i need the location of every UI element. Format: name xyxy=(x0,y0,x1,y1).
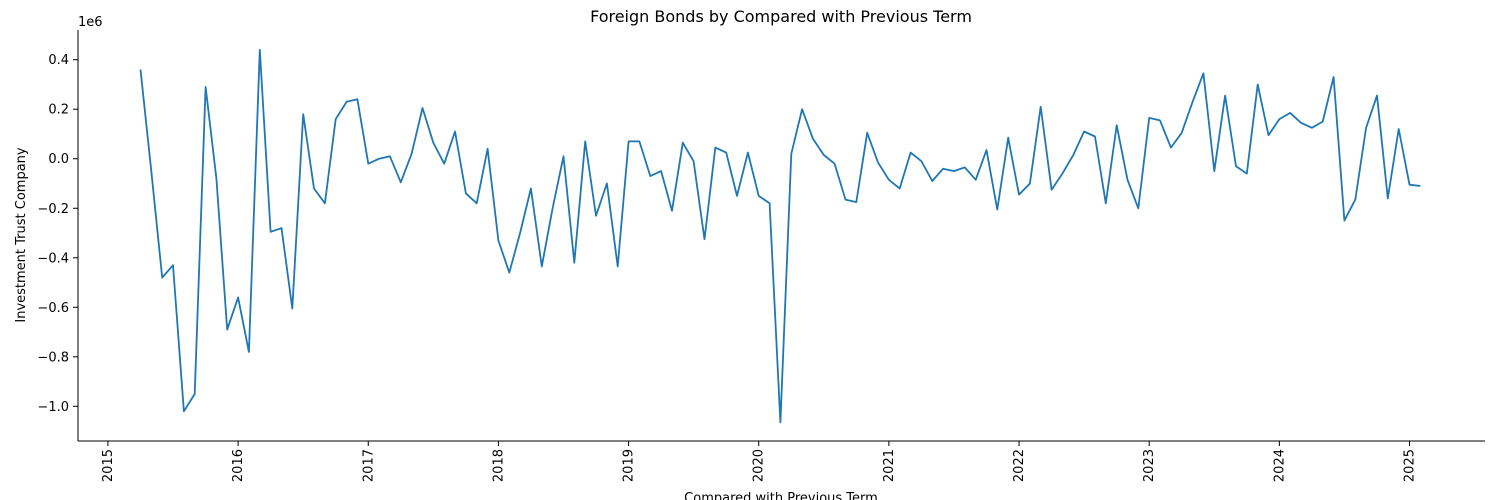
x-tick-label: 2016 xyxy=(231,449,246,482)
y-tick-label: −0.4 xyxy=(37,251,69,266)
x-tick-label: 2024 xyxy=(1272,449,1287,482)
y-tick-label: −0.6 xyxy=(37,301,69,316)
y-tick-label: 0.4 xyxy=(48,53,69,68)
y-axis-title: Investment Trust Company xyxy=(14,147,29,323)
series-line xyxy=(139,48,1421,424)
y-axis-offset-label: 1e6 xyxy=(78,15,103,30)
x-tick-label: 2017 xyxy=(361,449,376,482)
x-tick-label: 2025 xyxy=(1403,449,1418,482)
x-axis-ticks: 2015 2016 2017 2018 2019 2020 2021 2022 2023 2024… xyxy=(101,441,1418,482)
x-tick-label: 2015 xyxy=(101,449,116,482)
chart-title: Foreign Bonds by Compared with Previous … xyxy=(590,7,972,26)
x-tick-label: 2023 xyxy=(1142,449,1157,482)
y-tick-label: 0.0 xyxy=(48,152,69,167)
x-tick-label: 2021 xyxy=(882,449,897,482)
x-tick-label: 2022 xyxy=(1012,449,1027,482)
y-tick-label: −1.0 xyxy=(37,400,69,415)
x-tick-label: 2019 xyxy=(622,449,637,482)
y-tick-label: −0.8 xyxy=(37,350,69,365)
x-tick-label: 2020 xyxy=(752,449,767,482)
y-axis-ticks: −1.0 −0.8 −0.6 −0.4 −0.2 0.0 0.2 0.4 xyxy=(37,53,78,415)
x-axis-title: Compared with Previous Term xyxy=(684,491,878,500)
y-tick-label: 0.2 xyxy=(48,103,69,118)
y-tick-label: −0.2 xyxy=(37,202,69,217)
x-tick-label: 2018 xyxy=(491,449,506,482)
